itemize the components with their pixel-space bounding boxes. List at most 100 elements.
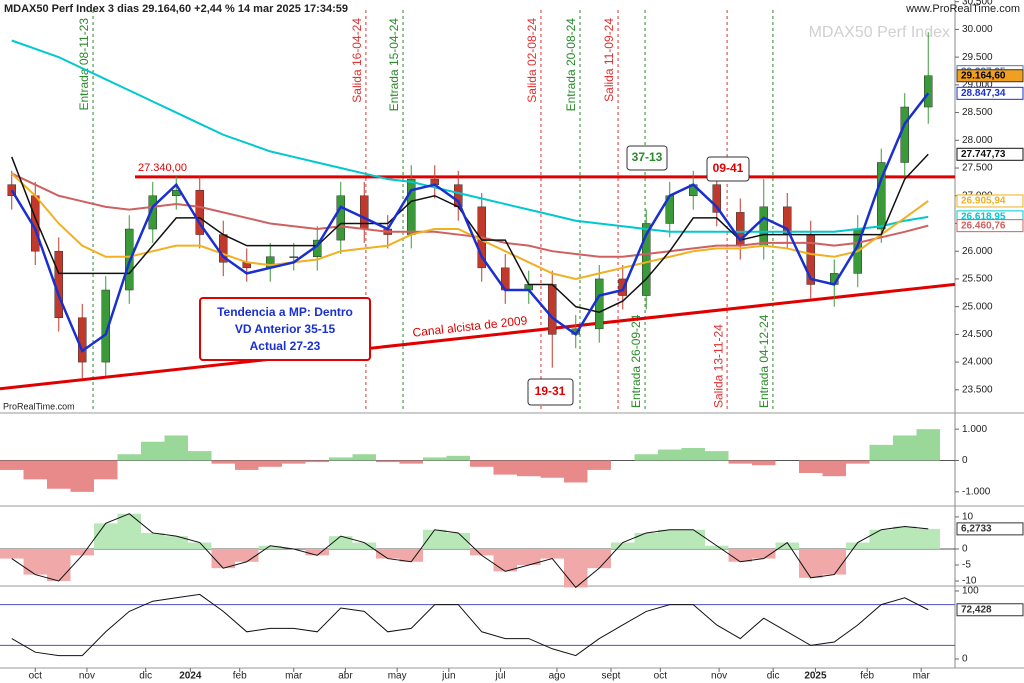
bar (211, 548, 235, 569)
value-label-box (956, 603, 1024, 617)
signal-label: Entrada 08-11-23 (77, 18, 91, 111)
y-tick-label: 0 (962, 544, 968, 555)
bar (141, 532, 165, 549)
x-tick-label: 2025 (804, 671, 827, 682)
bar (846, 542, 870, 549)
y-tick-label: 29.000 (962, 79, 993, 90)
bar (799, 460, 823, 474)
x-tick-label: mar (913, 671, 931, 682)
candle-body (900, 106, 909, 163)
bar (117, 513, 141, 549)
y-tick-label: 0 (962, 455, 968, 466)
bar (446, 455, 470, 461)
y-tick-label: 29.500 (962, 52, 993, 63)
x-tick-label: jul (495, 671, 506, 682)
bar (869, 529, 893, 549)
bar (329, 457, 353, 461)
indicator-line (11, 172, 929, 258)
bar (611, 542, 635, 549)
bar (164, 536, 188, 549)
x-tick-label: oct (654, 671, 668, 682)
bar (446, 532, 470, 549)
y-tick-label: -5 (962, 560, 971, 571)
bar (564, 460, 588, 483)
bar (141, 441, 165, 461)
bar (399, 460, 423, 464)
bar (564, 548, 588, 588)
bar (916, 429, 940, 461)
bar (282, 460, 306, 464)
bar (587, 460, 611, 470)
bar (376, 548, 400, 559)
bar (470, 548, 494, 556)
bar (728, 548, 752, 562)
x-tick-label: may (388, 671, 407, 682)
signal-label: Entrada 26-09-24 (629, 314, 643, 408)
signal-label: Entrada 15-04-24 (387, 18, 401, 112)
candle-body (595, 278, 604, 330)
bar (540, 548, 564, 559)
candle-body (407, 178, 416, 235)
bar (916, 528, 940, 549)
bar (352, 542, 376, 549)
y-tick-label: 23.500 (962, 384, 993, 395)
channel-line (0, 282, 956, 391)
x-tick-label: ago (549, 671, 566, 682)
bar (423, 529, 447, 549)
value-label: 26.618,95 (961, 212, 1006, 223)
bar (188, 451, 212, 461)
bar (70, 548, 94, 556)
bar (188, 542, 212, 549)
signal-label: Entrada 20-08-24 (564, 18, 578, 112)
bar (681, 447, 705, 461)
x-tick-label: abr (338, 671, 353, 682)
candle-body (195, 189, 204, 235)
x-tick-label: dic (139, 671, 152, 682)
bar (728, 460, 752, 464)
footer: ProRealTime.com (3, 401, 75, 411)
y-tick-label: 25.500 (962, 274, 993, 285)
x-tick-label: dic (767, 671, 780, 682)
bar (47, 460, 71, 489)
x-tick-label: jun (441, 671, 455, 682)
bar (470, 460, 494, 467)
bar (634, 454, 658, 461)
annotation-box (626, 145, 668, 171)
bar (235, 548, 259, 562)
candle-body (148, 195, 157, 230)
annotation: 09-41 (713, 161, 744, 175)
candle-body (924, 75, 933, 108)
y-tick-label: 10 (962, 512, 974, 523)
candle-body (336, 195, 345, 241)
bar (0, 460, 24, 470)
chart-title: MDAX50 Perf Index 3 dias 29.164,60 +2,44… (4, 3, 348, 15)
bar (705, 545, 729, 549)
bar (893, 435, 917, 461)
value-label: 72,428 (961, 604, 992, 615)
annotation-box (527, 378, 574, 406)
signal-label: Entrada 04-12-24 (757, 314, 771, 408)
y-tick-label: 0 (962, 654, 968, 665)
value-label: 26.460,76 (961, 220, 1006, 231)
bar (305, 548, 329, 556)
signal-label: Salida 11-09-24 (602, 18, 616, 102)
bar (517, 460, 541, 477)
bar (869, 444, 893, 461)
value-label-box (956, 147, 1024, 161)
x-tick-label: feb (860, 671, 874, 682)
bar (117, 454, 141, 461)
bar (822, 460, 846, 477)
bar (658, 449, 682, 461)
y-tick-label: -1.000 (962, 487, 991, 498)
y-tick-label: 24.000 (962, 357, 993, 368)
bar (23, 548, 47, 575)
resistance-label: 27.340,00 (138, 162, 187, 174)
bar (329, 536, 353, 549)
oscillator-line (11, 593, 929, 657)
bar (775, 542, 799, 549)
y-tick-label: 28.000 (962, 135, 993, 146)
bar (94, 460, 118, 480)
value-label-box (956, 522, 1024, 536)
x-tick-label: mar (285, 671, 303, 682)
